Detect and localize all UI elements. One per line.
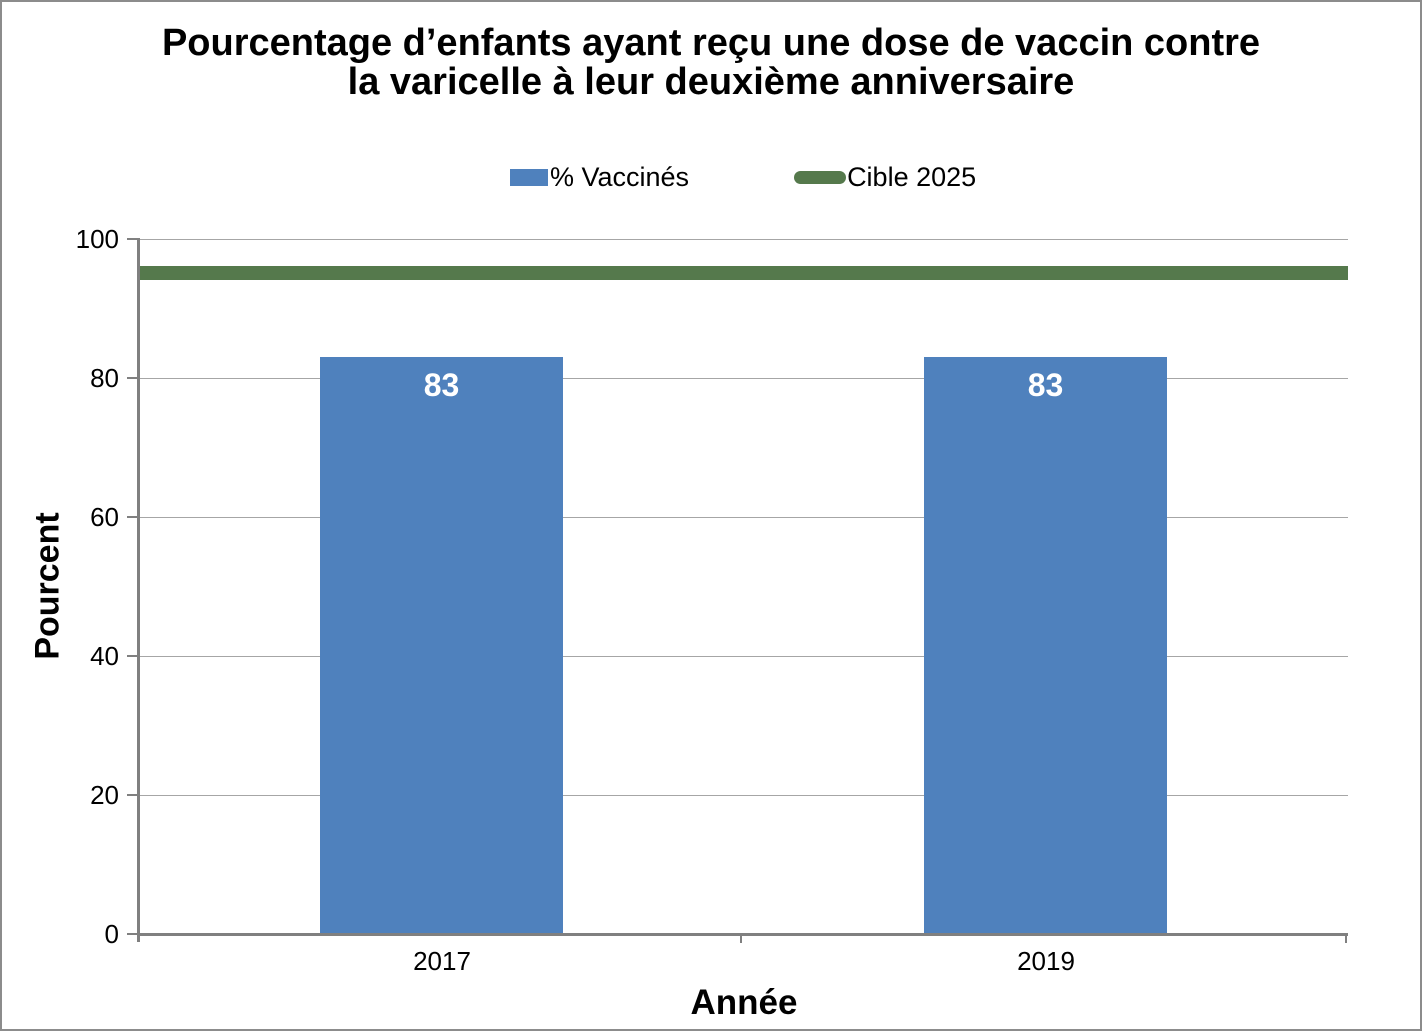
bar-value-label-2017: 83: [423, 367, 460, 403]
y-tick-label-0: 0: [104, 919, 119, 949]
y-tick-label-100: 100: [75, 224, 119, 254]
y-tick-label-40: 40: [90, 641, 119, 671]
x-axis-tick-center: [740, 934, 742, 943]
y-tick-label-80: 80: [90, 363, 119, 393]
legend-item-vaccinated: % Vaccinés: [510, 162, 689, 193]
target-line-swatch-icon: [794, 171, 847, 184]
y-tick-label-20: 20: [90, 780, 119, 810]
y-axis-tick-100: [127, 238, 140, 240]
x-axis-tick-right: [1345, 934, 1347, 943]
plot-area: 83 83: [127, 238, 1348, 943]
chart-title-line2: la varicelle à leur deuxième anniversair…: [347, 61, 1075, 103]
y-axis-tick-60: [127, 516, 140, 518]
y-axis-tick-20: [127, 794, 140, 796]
y-axis-tick-40: [127, 655, 140, 657]
chart-title-line1: Pourcentage d’enfants ayant reçu une dos…: [161, 22, 1261, 64]
legend: % Vaccinés Cible 2025: [510, 162, 976, 193]
y-tick-label-60: 60: [90, 502, 119, 532]
legend-item-target: Cible 2025: [794, 162, 976, 193]
y-axis-line: [137, 239, 140, 942]
gridline-40: [140, 656, 1348, 657]
y-axis-tick-80: [127, 377, 140, 379]
legend-label-target: Cible 2025: [847, 162, 977, 192]
chart-title: Pourcentage d’enfants ayant reçu une dos…: [2, 24, 1420, 102]
bar-2017: 83: [320, 357, 563, 934]
bar-series-swatch-icon: [510, 169, 548, 186]
x-axis-line: [137, 933, 1348, 936]
x-tick-label-2019: 2019: [1017, 946, 1075, 976]
y-axis-tick-0: [127, 933, 140, 935]
y-axis-title: Pourcent: [28, 512, 67, 660]
gridline-80: [140, 378, 1348, 379]
x-tick-label-2017: 2017: [413, 946, 471, 976]
gridline-20: [140, 795, 1348, 796]
bar-value-label-2019: 83: [1027, 367, 1064, 403]
gridline-60: [140, 517, 1348, 518]
x-axis-title: Année: [690, 983, 798, 1022]
legend-label-vaccinated: % Vaccinés: [550, 162, 690, 192]
target-line-cible-2025: [140, 266, 1348, 280]
bar-2019: 83: [924, 357, 1167, 934]
gridline-100: [140, 239, 1348, 240]
